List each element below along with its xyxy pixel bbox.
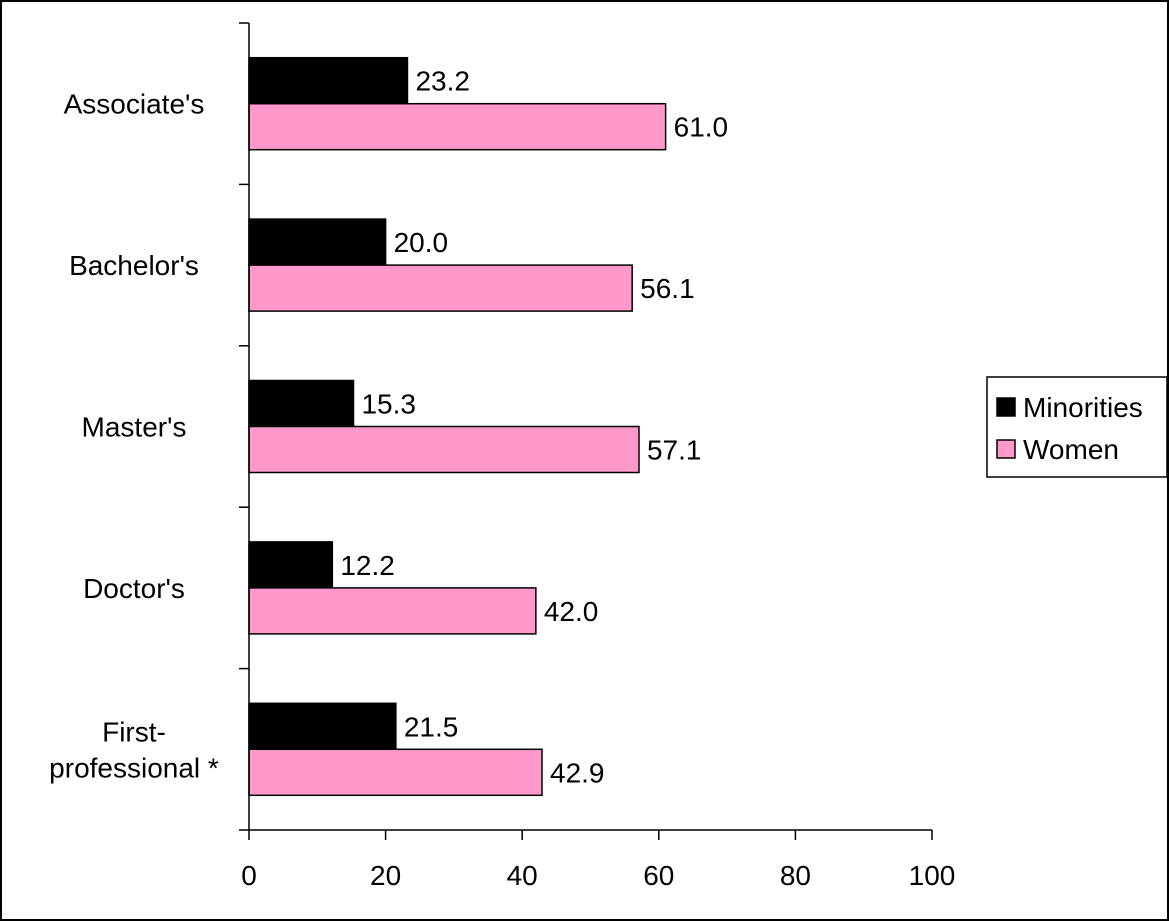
legend-swatch-women xyxy=(996,439,1016,459)
data-label-women-2: 57.1 xyxy=(647,435,702,466)
data-label-minorities-4: 21.5 xyxy=(404,711,459,742)
category-label-2: Master's xyxy=(82,412,187,443)
bar-women-1 xyxy=(248,264,633,312)
data-label-women-4: 42.9 xyxy=(550,757,605,788)
category-label-4: First-professional * xyxy=(49,716,219,783)
data-label-women-0: 61.0 xyxy=(674,112,729,143)
data-label-minorities-3: 12.2 xyxy=(340,550,395,581)
x-tick-label-3: 60 xyxy=(643,860,674,891)
data-label-women-1: 56.1 xyxy=(640,273,695,304)
category-label-3: Doctor's xyxy=(83,573,185,604)
category-label-0: Associate's xyxy=(64,89,205,120)
category-label-1: Bachelor's xyxy=(69,250,199,281)
x-tick-label-4: 80 xyxy=(780,860,811,891)
bar-women-4 xyxy=(248,748,543,797)
x-tick-label-2: 40 xyxy=(507,860,538,891)
bar-women-2 xyxy=(248,425,640,474)
x-tick-label-1: 20 xyxy=(370,860,401,891)
bar-minorities-4 xyxy=(248,702,397,751)
data-label-minorities-1: 20.0 xyxy=(394,227,449,258)
data-label-minorities-0: 23.2 xyxy=(415,66,470,97)
data-label-minorities-2: 15.3 xyxy=(361,389,416,420)
bar-women-3 xyxy=(248,587,537,635)
bar-minorities-0 xyxy=(248,56,409,105)
bar-minorities-2 xyxy=(248,379,355,428)
bar-women-0 xyxy=(248,102,667,151)
legend-label-minorities: Minorities xyxy=(1023,392,1143,423)
legend-box xyxy=(986,376,1168,478)
bar-minorities-1 xyxy=(248,218,387,266)
legend-label-women: Women xyxy=(1023,434,1119,465)
legend-swatch-minorities xyxy=(996,397,1016,417)
bar-minorities-3 xyxy=(248,541,334,589)
x-tick-label-5: 100 xyxy=(909,860,956,891)
x-tick-label-0: 0 xyxy=(241,860,257,891)
data-label-women-3: 42.0 xyxy=(544,596,599,627)
